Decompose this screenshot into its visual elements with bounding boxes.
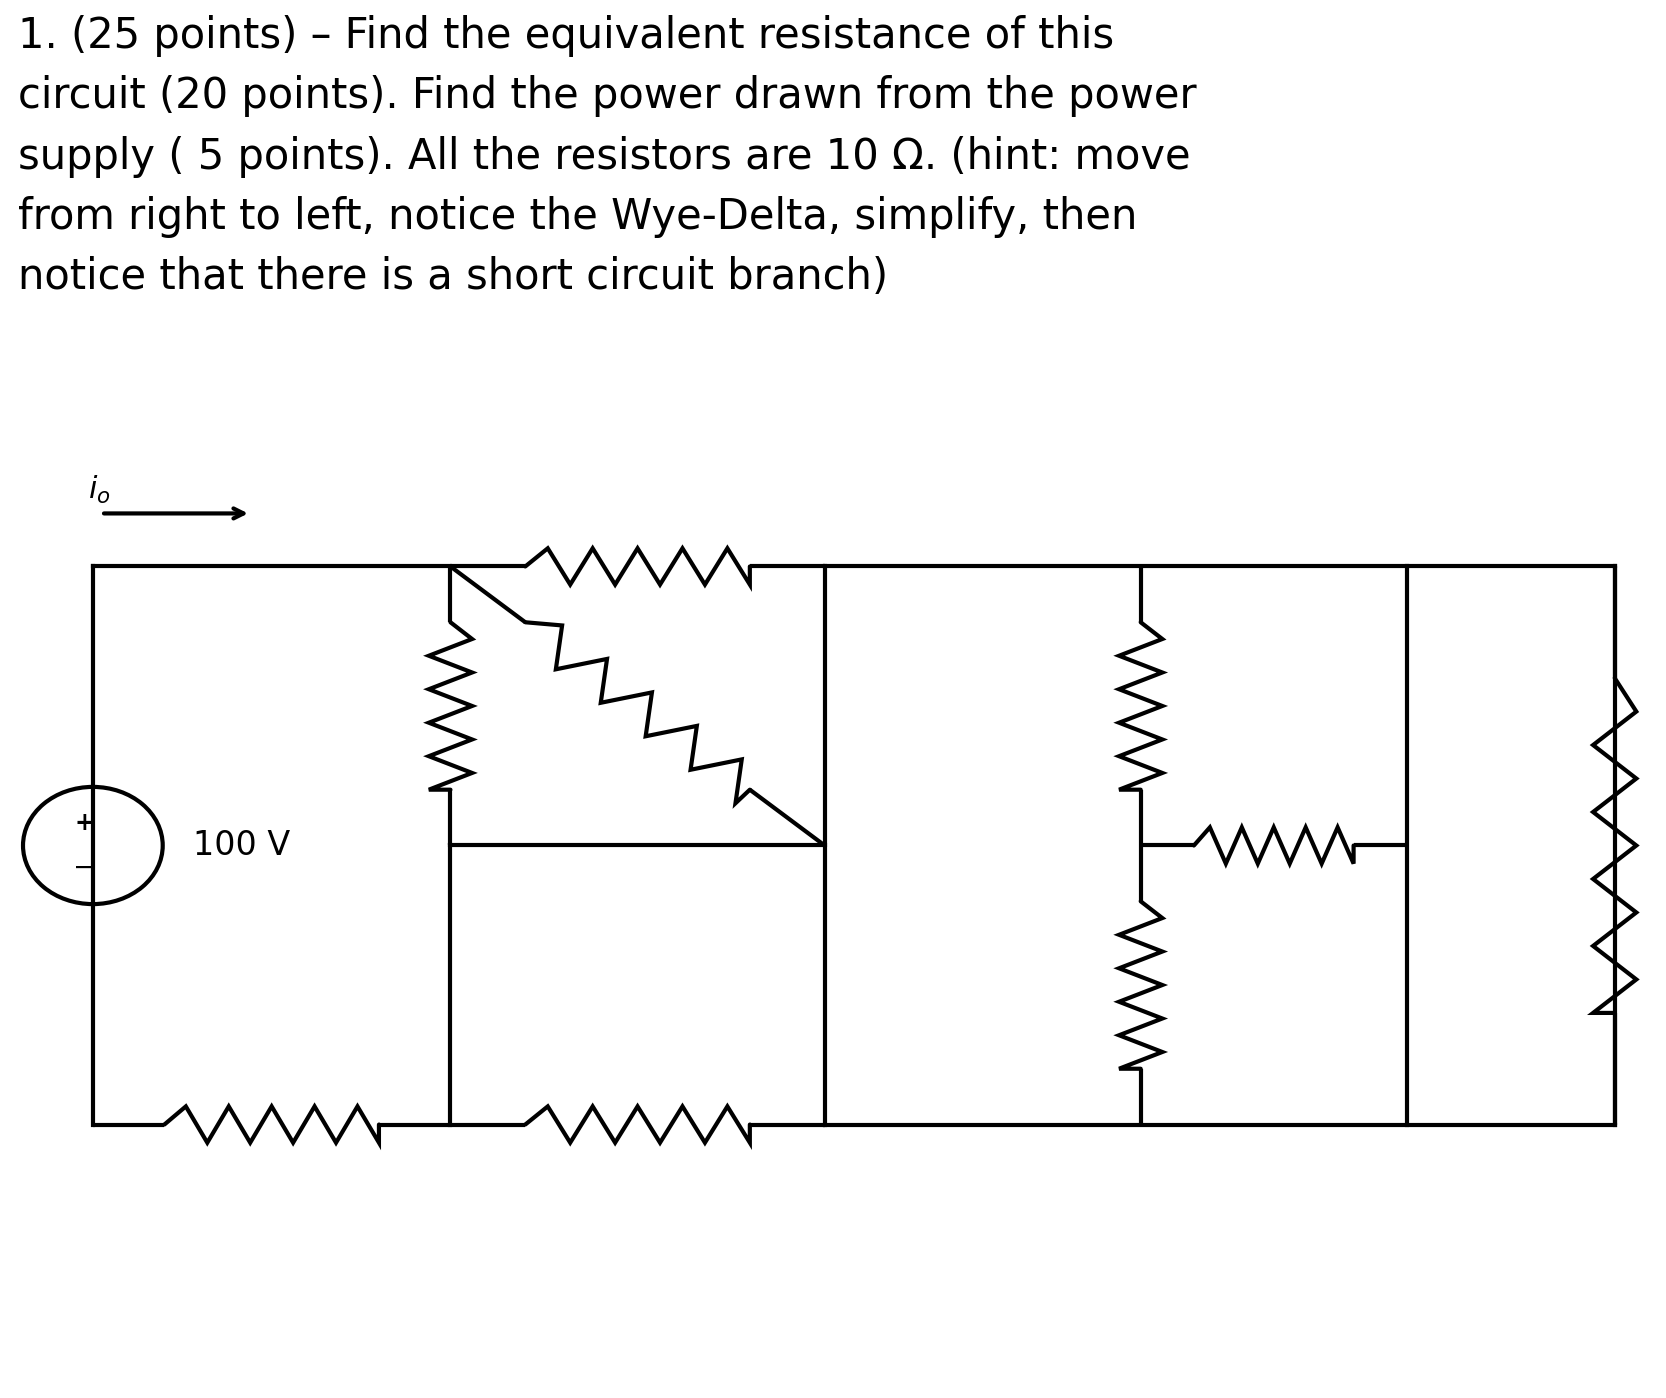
Text: $i_o$: $i_o$ [88, 474, 110, 506]
Text: 100 V: 100 V [193, 829, 290, 863]
Text: +: + [75, 811, 95, 835]
Text: −: − [73, 854, 97, 882]
Text: 1. (25 points) – Find the equivalent resistance of this
circuit (20 points). Fin: 1. (25 points) – Find the equivalent res… [18, 15, 1196, 298]
